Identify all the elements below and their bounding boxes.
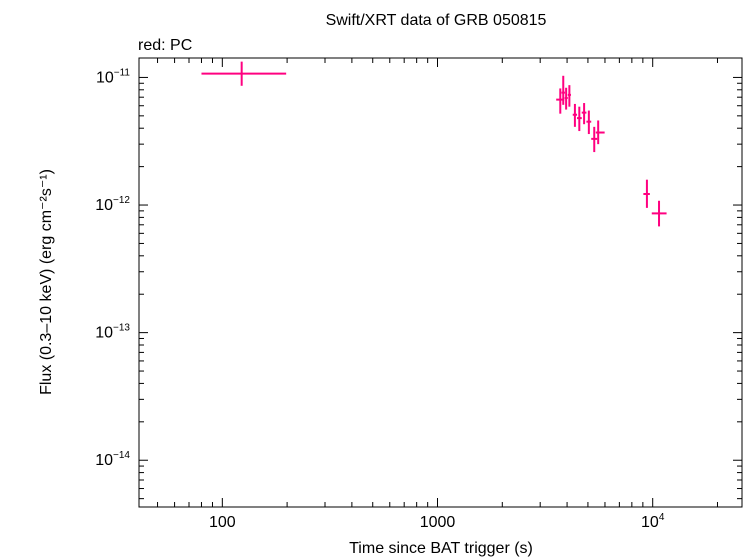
data-point (591, 126, 598, 153)
y-tick-label-base: 10 (95, 197, 113, 214)
data-point (586, 110, 592, 135)
chart-subtitle: red: PC (138, 37, 192, 54)
x-tick-label: 100 (209, 514, 236, 531)
data-point (561, 75, 565, 105)
data-point (577, 106, 582, 132)
x-tick-label: 104 (641, 512, 665, 531)
y-tick-label-exponent: −14 (113, 450, 130, 461)
data-point (201, 61, 287, 86)
data-point (572, 103, 578, 127)
data-point (643, 179, 650, 208)
y-tick-label: 10−14 (95, 450, 130, 469)
data-point (564, 87, 568, 110)
y-tick-label: 10−13 (95, 323, 130, 342)
y-tick-label: 10−11 (96, 67, 130, 86)
data-series (201, 61, 667, 227)
y-tick-label-exponent: −13 (113, 323, 130, 334)
plot-frame (138, 57, 743, 508)
data-point (581, 103, 587, 125)
y-tick-label-base: 10 (95, 325, 113, 342)
y-tick-label-base: 10 (96, 69, 114, 86)
x-tick-label: 1000 (420, 514, 456, 531)
x-tick-label-base: 10 (641, 514, 659, 531)
data-point (567, 85, 571, 107)
data-point (595, 120, 605, 145)
y-axis-label: Flux (0.3–10 keV) (erg cm⁻²s⁻¹) (38, 169, 55, 395)
y-tick-label-exponent: −11 (114, 67, 131, 78)
data-point (651, 200, 667, 227)
x-tick-label-exponent: 4 (659, 512, 665, 523)
x-axis-label: Time since BAT trigger (s) (349, 540, 533, 557)
y-tick-label-base: 10 (95, 452, 113, 469)
y-tick-label: 10−12 (95, 195, 130, 214)
chart-title: Swift/XRT data of GRB 050815 (326, 12, 547, 29)
y-tick-label-exponent: −12 (113, 195, 130, 206)
